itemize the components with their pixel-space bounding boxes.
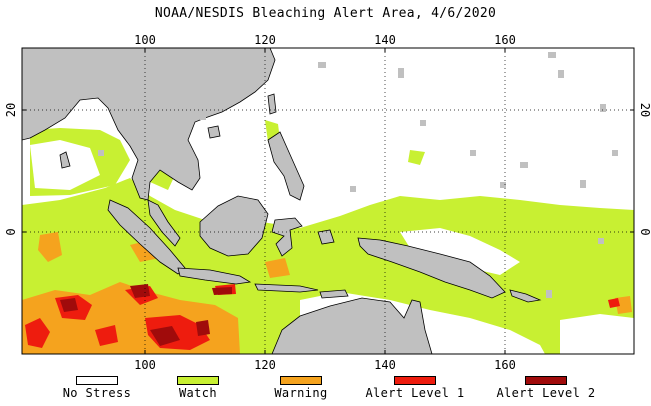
lesser-sunda-islands [254,283,319,293]
malay-peninsula [147,199,181,247]
legend-swatch-alert-level-2 [525,376,567,385]
legend-label: No Stress [62,386,132,400]
australia-mainland [271,297,433,354]
lat-label-left-0: 0 [4,228,18,235]
no-data-specks [98,52,618,298]
lon-label-top-160: 160 [494,33,516,47]
sri-lanka-island [59,151,71,169]
legend-label: Alert Level 1 [365,386,465,400]
lon-label-bottom-120: 120 [254,358,276,372]
lon-label-top-140: 140 [374,33,396,47]
asia-mainland [22,48,276,201]
lon-label-bottom-100: 100 [134,358,156,372]
legend-label: Alert Level 2 [496,386,596,400]
legend-label: Warning [274,386,328,400]
java-island [177,267,252,285]
philippines-islands [267,131,305,201]
legend-item-warning: Warning [246,376,356,400]
legend-label: Watch [178,386,218,400]
lat-label-left-20: 20 [4,103,18,117]
lon-label-top-120: 120 [254,33,276,47]
legend-swatch-warning [280,376,322,385]
solomon-islands [509,289,542,303]
sulawesi-island [271,217,303,257]
land-masses [22,48,542,354]
lon-label-bottom-160: 160 [494,358,516,372]
legend-swatch-watch [177,376,219,385]
legend-item-watch: Watch [143,376,253,400]
sumatra-island [107,199,186,275]
legend-item-alert-level-1: Alert Level 1 [360,376,470,400]
borneo-island [199,195,269,257]
legend-item-no-stress: No Stress [42,376,152,400]
map-graticule [22,48,634,354]
legend-item-alert-level-2: Alert Level 2 [491,376,601,400]
map-title: NOAA/NESDIS Bleaching Alert Area, 4/6/20… [154,6,497,21]
lon-label-bottom-140: 140 [374,358,396,372]
lon-label-top-100: 100 [134,33,156,47]
legend-swatch-alert-level-1 [394,376,436,385]
hainan-island [207,125,221,139]
map-frame [21,47,635,355]
new-guinea-island [357,237,506,299]
lat-label-right-0: 0 [638,228,651,235]
lat-label-right-20: 20 [638,103,651,117]
taiwan-island [267,93,277,115]
timor-island [319,289,349,299]
tick-marks [22,48,634,354]
alert-level-2-area [60,284,232,346]
legend-swatch-no-stress [76,376,118,385]
maluku-islands [317,229,335,245]
